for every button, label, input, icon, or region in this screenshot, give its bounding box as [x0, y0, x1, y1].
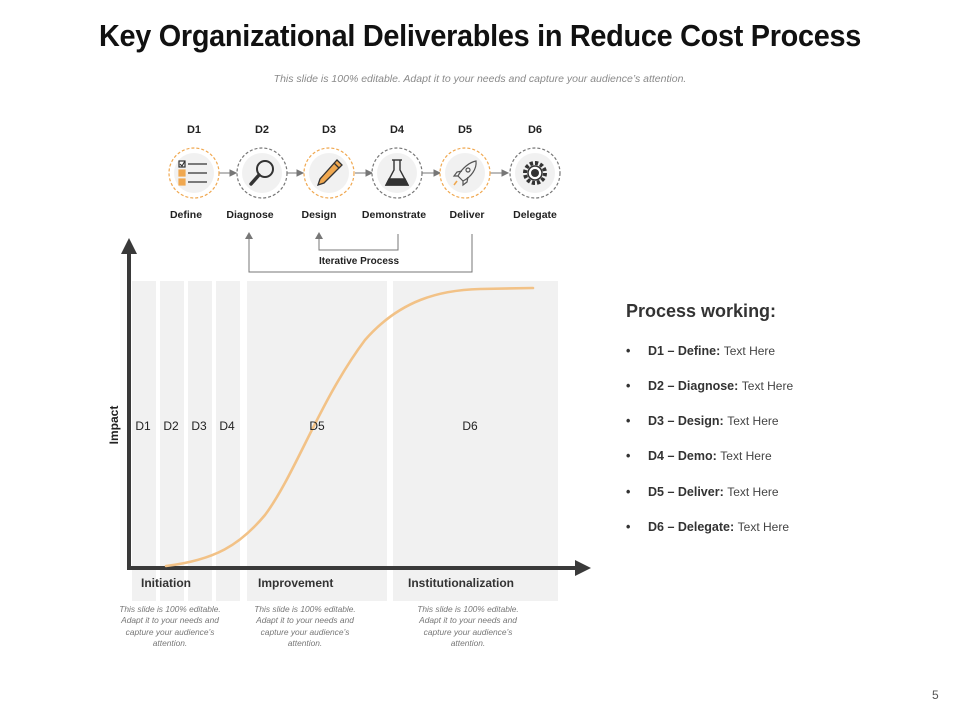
- bullet: •: [626, 379, 631, 393]
- gear-icon: [523, 161, 547, 185]
- process-item-key: D5 – Deliver:: [648, 485, 724, 499]
- band-code-d1: D1: [135, 419, 151, 433]
- band-code-d3: D3: [191, 419, 207, 433]
- step-label-design: Design: [301, 209, 337, 221]
- bullet: •: [626, 344, 631, 358]
- process-item-key: D1 – Define:: [648, 344, 721, 358]
- bullet: •: [626, 520, 631, 534]
- band-d5: [247, 281, 387, 601]
- process-item-key: D6 – Delegate:: [648, 520, 735, 534]
- page-number: 5: [932, 688, 939, 702]
- band-d3: [188, 281, 212, 601]
- step-code-d1: D1: [186, 124, 202, 136]
- process-item-d4: • D4 – Demo: Text Here: [626, 449, 772, 463]
- band-code-d6: D6: [462, 419, 478, 433]
- step-code-d2: D2: [254, 124, 270, 136]
- phase-improvement: Improvement: [258, 576, 334, 590]
- bullet: •: [626, 449, 631, 463]
- phase-note-initiation: This slide is 100% editable. Adapt it to…: [119, 604, 221, 648]
- bullet: •: [626, 414, 631, 428]
- process-item-value: Text Here: [737, 520, 789, 534]
- iterative-arrow-left: [245, 232, 253, 239]
- phase-note-institutionalization: This slide is 100% editable. Adapt it to…: [417, 604, 519, 648]
- step-code-d4: D4: [389, 124, 405, 136]
- slide-title: Key Organizational Deliverables in Reduc…: [98, 18, 862, 53]
- process-item-key: D4 – Demo:: [648, 449, 717, 463]
- step-circle-d2[interactable]: [236, 147, 288, 199]
- iterative-arrow-right: [315, 232, 323, 239]
- process-item-d1: • D1 – Define: Text Here: [626, 344, 775, 358]
- process-working-title: Process working:: [626, 301, 777, 321]
- band-code-d4: D4: [219, 419, 235, 433]
- pencil-icon: [316, 159, 343, 187]
- band-d2: [160, 281, 184, 601]
- process-item-key: D3 – Design:: [648, 414, 724, 428]
- process-item-value: Text Here: [727, 414, 779, 428]
- rocket-icon: [452, 160, 477, 187]
- band-d1: [132, 281, 156, 601]
- process-item-d6: • D6 – Delegate: Text Here: [626, 520, 789, 534]
- process-item-value: Text Here: [720, 449, 772, 463]
- process-item-value: Text Here: [741, 379, 794, 393]
- step-code-d6: D6: [527, 124, 543, 136]
- checklist-icon: [178, 160, 207, 186]
- impact-curve: [164, 286, 535, 568]
- step-label-define: Define: [169, 209, 203, 221]
- band-code-d5: D5: [309, 419, 325, 433]
- band-d6: [393, 281, 558, 601]
- bullet: •: [626, 485, 631, 499]
- x-axis-arrow: [575, 560, 591, 576]
- process-item-value: Text Here: [727, 485, 779, 499]
- step-circle-d5[interactable]: [439, 147, 491, 199]
- band-code-d2: D2: [163, 419, 179, 433]
- step-label-demonstrate: Demonstrate: [361, 209, 427, 221]
- flask-icon: [384, 159, 410, 186]
- slide-subtitle: This slide is 100% editable. Adapt it to…: [273, 73, 687, 85]
- step-connectors: [218, 169, 510, 177]
- process-item-d2: • D2 – Diagnose: Text Here: [626, 379, 793, 393]
- process-item-value: Text Here: [723, 344, 776, 358]
- step-label-delegate: Delegate: [513, 209, 557, 221]
- step-code-d3: D3: [321, 124, 337, 136]
- phase-initiation: Initiation: [141, 576, 191, 590]
- phase-note-improvement: This slide is 100% editable. Adapt it to…: [254, 604, 356, 648]
- step-label-deliver: Deliver: [449, 209, 485, 221]
- step-label-diagnose: Diagnose: [226, 209, 274, 221]
- process-item-d3: • D3 – Design: Text Here: [626, 414, 779, 428]
- y-axis-label: Impact: [107, 405, 121, 445]
- y-axis-arrow: [121, 238, 137, 254]
- step-code-d5: D5: [457, 124, 473, 136]
- step-circle-d4[interactable]: [371, 147, 423, 199]
- magnifier-icon: [249, 160, 274, 186]
- process-item-d5: • D5 – Deliver: Text Here: [626, 485, 779, 499]
- iterative-bracket: [248, 234, 473, 273]
- process-item-key: D2 – Diagnose:: [648, 379, 739, 393]
- iterative-process-label: Iterative Process: [318, 256, 400, 267]
- phase-institutionalization: Institutionalization: [408, 576, 514, 590]
